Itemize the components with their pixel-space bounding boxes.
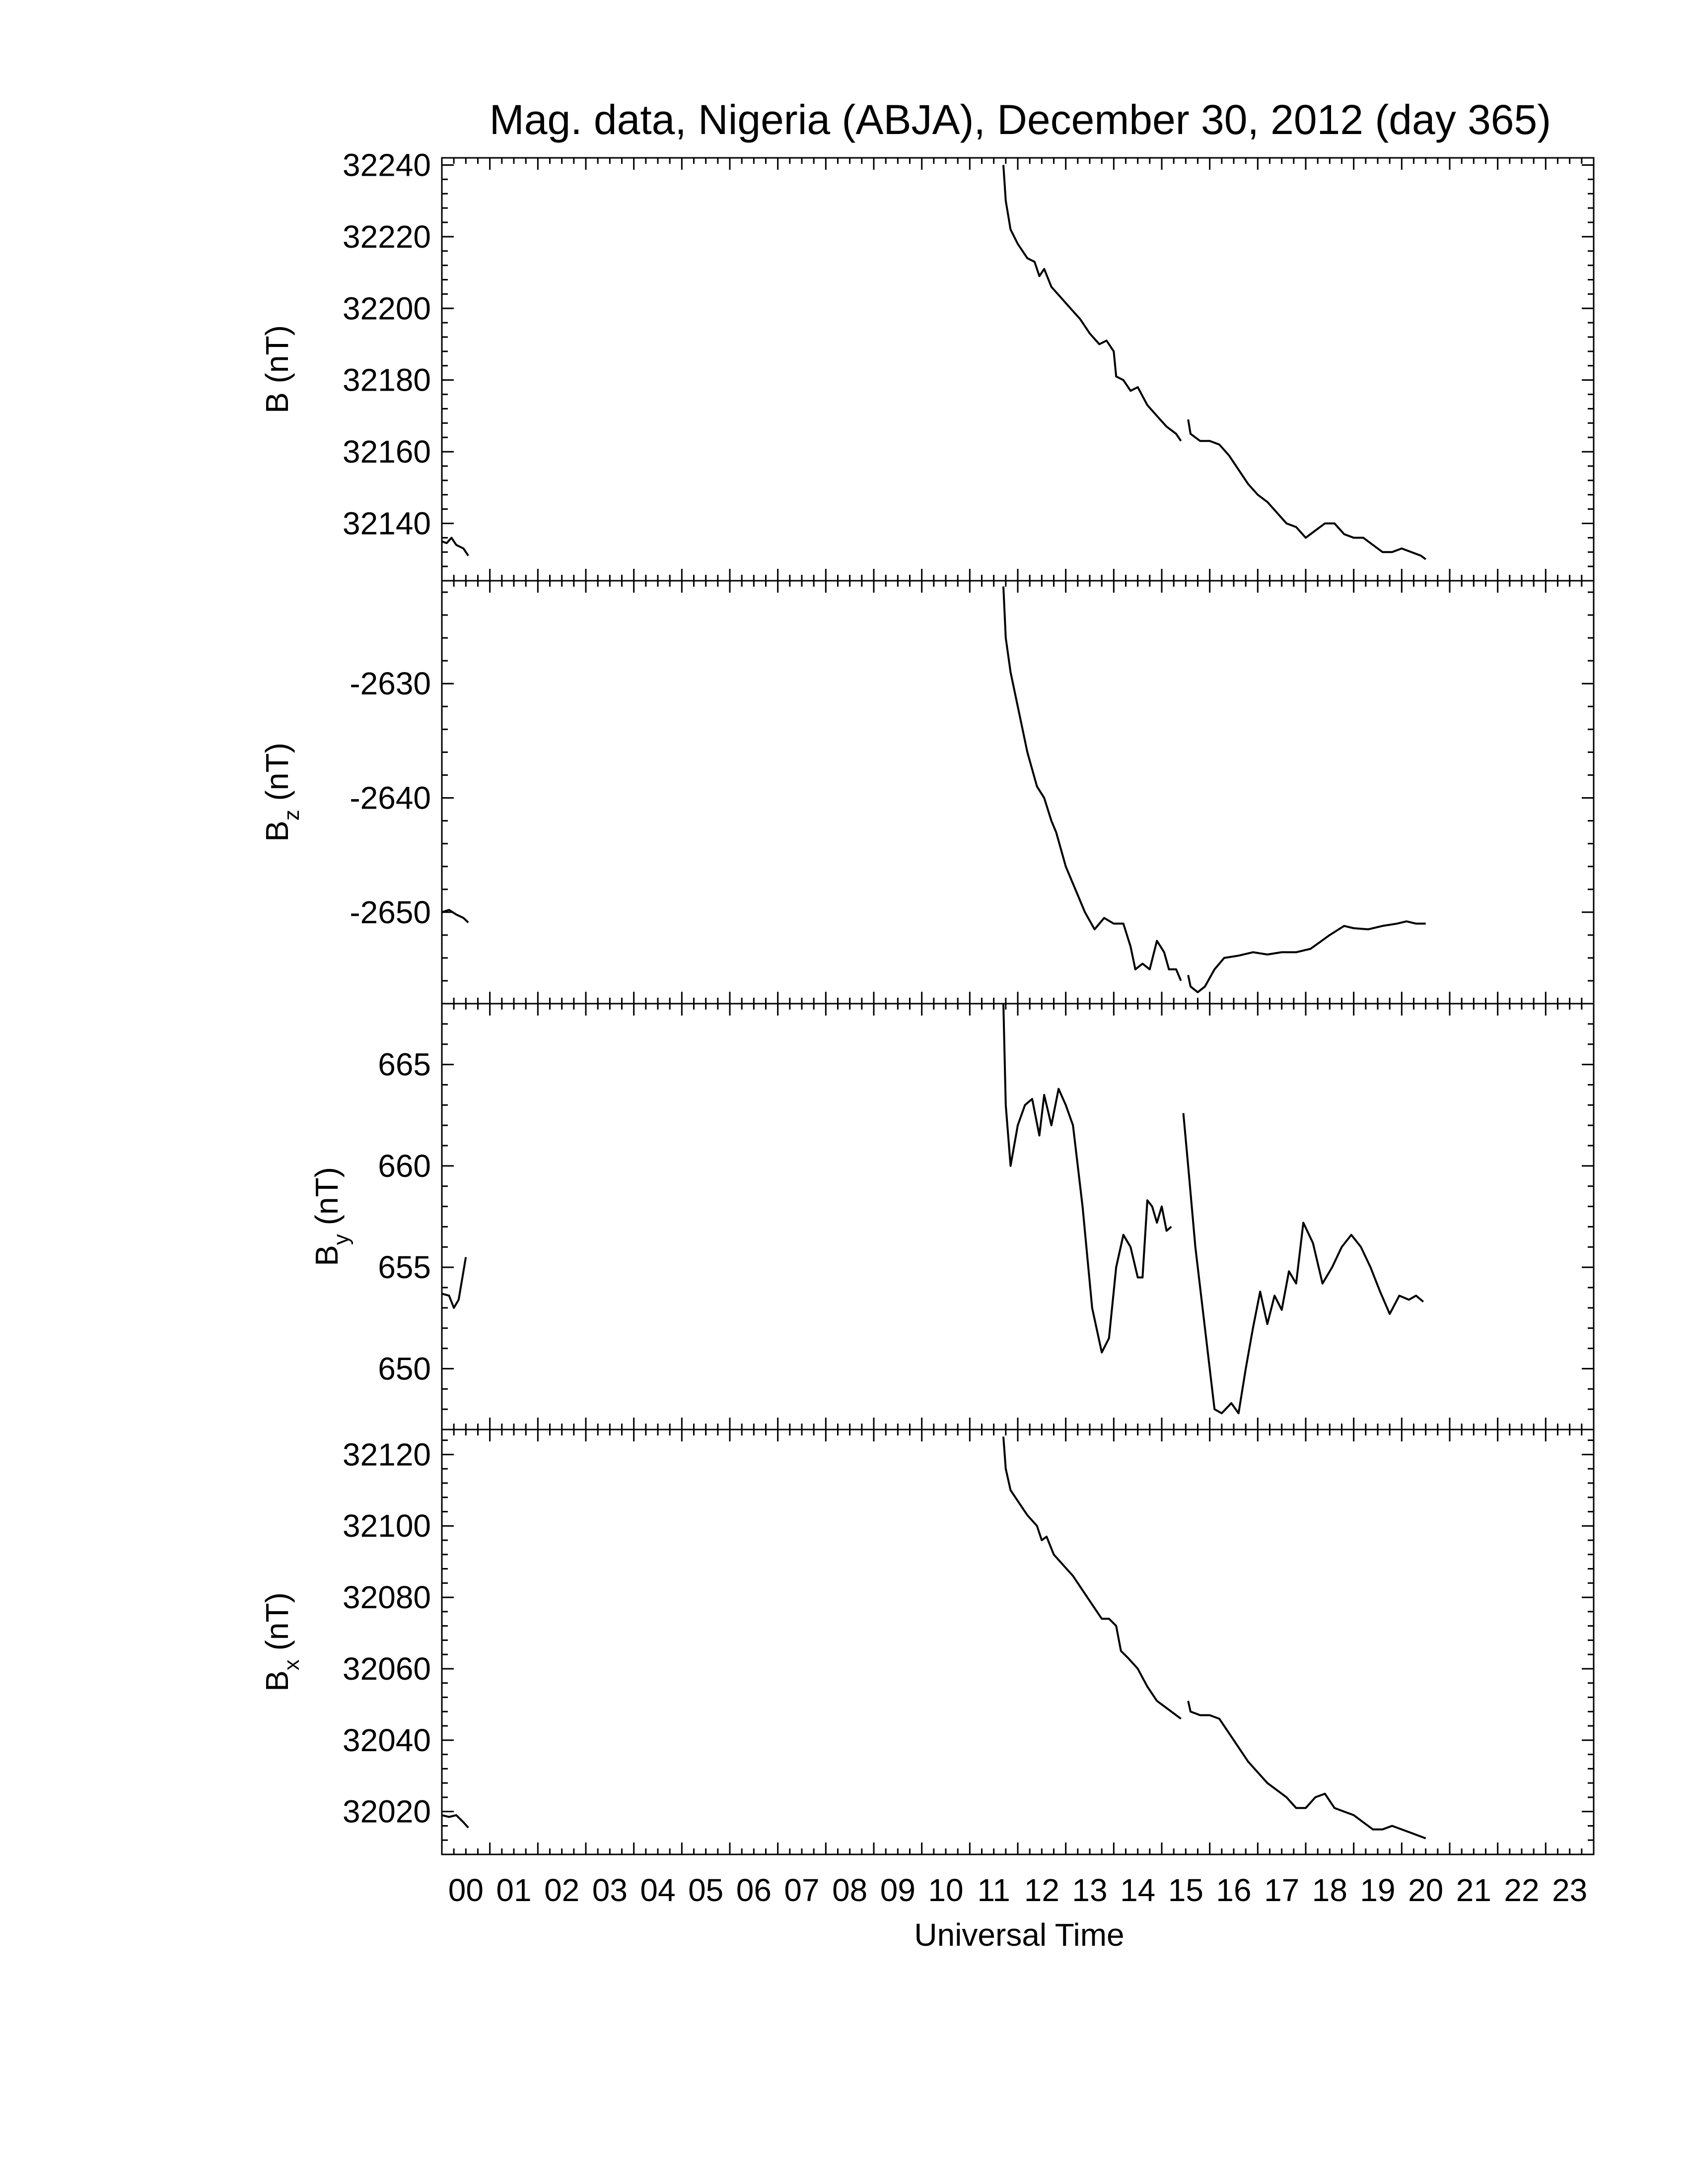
x-tick-label: 17	[1264, 1872, 1299, 1908]
y-tick-label: 665	[378, 1047, 431, 1083]
series-line	[1187, 1701, 1426, 1840]
x-tick-label: 14	[1120, 1872, 1155, 1908]
y-ticks	[442, 164, 1594, 582]
series-line	[1002, 586, 1182, 981]
y-tick-label: 32080	[343, 1579, 431, 1615]
x-ticks	[441, 1430, 1595, 1854]
y-axis-title-unit: (nT)	[309, 1167, 345, 1234]
series	[441, 1003, 1424, 1415]
x-tick-label: 22	[1504, 1872, 1539, 1908]
y-axis-title-unit: (nT)	[259, 743, 295, 810]
chart-title: Mag. data, Nigeria (ABJA), December 30, …	[490, 96, 1551, 143]
y-tick-label: 32180	[343, 362, 431, 398]
y-tick-label: 650	[378, 1351, 431, 1386]
y-tick-label: -2640	[350, 780, 431, 816]
y-ticks	[442, 1003, 1594, 1431]
x-tick-label: 03	[592, 1872, 628, 1908]
y-axis-title: Bx (nT)	[259, 1592, 304, 1692]
panel-2: -2630 -2640 -2650 Bz (nT)	[259, 580, 1595, 1005]
plot-frame	[441, 1429, 1595, 1855]
series-line	[441, 1257, 467, 1309]
plot-frame	[441, 580, 1595, 1005]
x-tick-label: 19	[1360, 1872, 1395, 1908]
x-tick-label: 10	[928, 1872, 963, 1908]
x-tick-label: 01	[496, 1872, 531, 1908]
series	[441, 1436, 1426, 1840]
y-tick-label: -2650	[350, 894, 431, 930]
series-line	[441, 909, 469, 923]
series-line	[1187, 920, 1426, 993]
series-line	[1002, 1436, 1182, 1720]
y-tick-label: 32060	[343, 1651, 431, 1687]
y-axis-title: Bz (nT)	[259, 743, 304, 842]
x-ticks	[441, 158, 1595, 581]
y-axis-title-main: B	[259, 1670, 295, 1692]
y-tick-label: 32120	[343, 1436, 431, 1472]
panel-4: 32020 32040 32060 32080 32100 32120 Bx (nT)	[259, 1429, 1595, 1855]
y-axis-title: B (nT)	[259, 325, 295, 413]
x-tick-label: 20	[1408, 1872, 1443, 1908]
y-axis-title-subscript: x	[280, 1659, 304, 1670]
x-ticks	[441, 581, 1595, 1004]
x-tick-label: 13	[1072, 1872, 1107, 1908]
y-axis-title-unit: (nT)	[259, 325, 295, 392]
series-line	[1187, 419, 1426, 560]
series-line	[441, 1814, 469, 1829]
x-tick-label: 23	[1552, 1872, 1587, 1908]
x-tick-label: 16	[1216, 1872, 1251, 1908]
x-tick-label: 15	[1168, 1872, 1203, 1908]
y-tick-label: 655	[378, 1249, 431, 1285]
y-axis-title-main: B	[259, 820, 295, 842]
x-tick-label: 04	[640, 1872, 675, 1908]
y-axis-title-main: B	[259, 392, 295, 413]
y-ticks	[442, 591, 1594, 1005]
y-tick-label: 32040	[343, 1722, 431, 1758]
x-tick-label: 09	[880, 1872, 915, 1908]
x-tick-label: 02	[544, 1872, 579, 1908]
y-axis-title-main: B	[309, 1245, 345, 1266]
x-axis: 00 01 02 03 04 05 06 07 08 09 10 11 12 13 14 15 16 17 18 19…	[448, 1872, 1588, 1908]
x-tick-label: 00	[448, 1872, 484, 1908]
y-tick-label: 32100	[343, 1508, 431, 1544]
series-line	[1002, 1003, 1172, 1354]
series-line	[441, 537, 469, 556]
y-axis-title: By (nT)	[309, 1167, 353, 1266]
x-tick-label: 08	[832, 1872, 867, 1908]
plot-frame	[441, 1003, 1595, 1431]
y-tick-label: 32200	[343, 290, 431, 326]
y-tick-label: -2630	[350, 666, 431, 701]
y-tick-label: 32140	[343, 505, 431, 541]
y-axis-title-subscript: z	[280, 810, 304, 820]
series	[441, 165, 1426, 560]
panel-3: 650 655 660 665 By (nT)	[309, 1003, 1595, 1431]
series-line	[1002, 165, 1182, 442]
x-ticks	[441, 1004, 1595, 1430]
plot-frame	[441, 157, 1595, 582]
y-axis-title-subscript: y	[329, 1234, 353, 1245]
x-axis-title: Universal Time	[914, 1917, 1124, 1953]
y-ticks	[442, 1439, 1594, 1855]
y-tick-label: 32240	[343, 147, 431, 183]
y-tick-label: 660	[378, 1148, 431, 1184]
series	[441, 586, 1426, 993]
y-tick-label: 32020	[343, 1794, 431, 1830]
x-tick-label: 06	[736, 1872, 772, 1908]
y-tick-label: 32160	[343, 434, 431, 470]
x-tick-label: 21	[1456, 1872, 1491, 1908]
x-tick-label: 18	[1312, 1872, 1347, 1908]
x-tick-label: 11	[977, 1872, 1010, 1908]
panel-1: 32140 32160 32180 32200 32220 32240 B (nT)	[259, 147, 1595, 582]
series-line	[1182, 1113, 1424, 1415]
x-tick-label: 05	[688, 1872, 723, 1908]
x-tick-label: 12	[1024, 1872, 1059, 1908]
x-tick-label: 07	[784, 1872, 819, 1908]
y-tick-label: 32220	[343, 219, 431, 255]
y-axis-title-unit: (nT)	[259, 1592, 295, 1659]
